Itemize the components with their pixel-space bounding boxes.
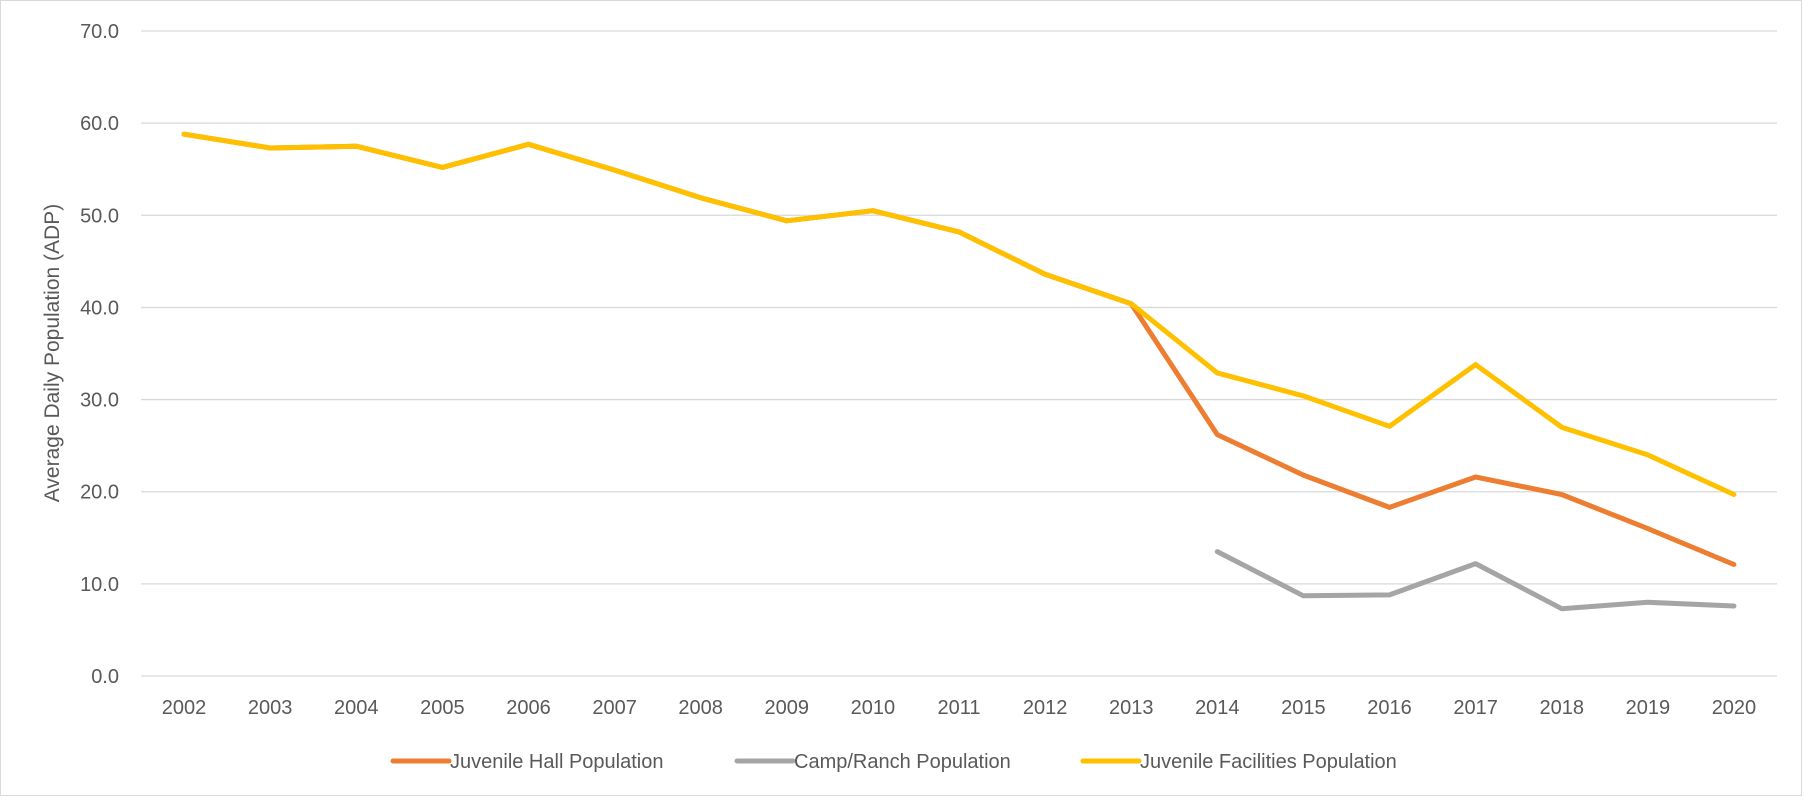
- x-tick-label: 2015: [1281, 697, 1326, 719]
- y-tick-label: 40.0: [80, 297, 119, 319]
- y-tick-label: 0.0: [91, 666, 119, 688]
- y-tick-label: 20.0: [80, 482, 119, 504]
- x-tick-label: 2016: [1367, 697, 1412, 719]
- series-line-0: [181, 131, 1737, 567]
- x-tick-label: 2010: [851, 697, 896, 719]
- x-tick-label: 2007: [592, 697, 637, 719]
- legend: Juvenile Hall Population Camp/Ranch Popul…: [390, 751, 1397, 773]
- x-tick-label: 2002: [162, 697, 207, 719]
- y-tick-label: 70.0: [80, 21, 119, 43]
- x-tick-label: 2014: [1195, 697, 1240, 719]
- legend-label-0: Juvenile Hall Population: [450, 751, 663, 773]
- gridlines: [141, 30, 1777, 677]
- x-tick-label: 2017: [1453, 697, 1498, 719]
- y-axis-title: Average Daily Population (ADP): [41, 204, 64, 502]
- y-axis-tick-labels: 0.0 10.0 20.0 30.0 40.0 50.0 60.0 70.0: [80, 21, 119, 688]
- x-axis-tick-labels: 2002 2003 2004 2005 2006 2007 2008 2009 2010 2011…: [162, 697, 1756, 719]
- x-tick-label: 2019: [1626, 697, 1671, 719]
- legend-label-2: Juvenile Facilities Population: [1140, 751, 1397, 773]
- x-tick-label: 2013: [1109, 697, 1154, 719]
- y-tick-label: 50.0: [80, 205, 119, 227]
- legend-label-1: Camp/Ranch Population: [794, 751, 1011, 773]
- y-tick-label: 10.0: [80, 574, 119, 596]
- x-tick-label: 2020: [1712, 697, 1757, 719]
- series-line-1: [1214, 549, 1737, 612]
- y-tick-label: 60.0: [80, 113, 119, 135]
- series-lines: [181, 131, 1737, 612]
- x-tick-label: 2009: [765, 697, 810, 719]
- x-tick-label: 2012: [1023, 697, 1068, 719]
- x-tick-label: 2003: [248, 697, 293, 719]
- x-tick-label: 2006: [506, 697, 551, 719]
- x-tick-label: 2011: [937, 697, 980, 719]
- x-tick-label: 2008: [678, 697, 723, 719]
- x-tick-label: 2005: [420, 697, 465, 719]
- series-line-2: [181, 131, 1737, 497]
- x-tick-label: 2004: [334, 697, 379, 719]
- x-tick-label: 2018: [1539, 697, 1584, 719]
- y-tick-label: 30.0: [80, 390, 119, 412]
